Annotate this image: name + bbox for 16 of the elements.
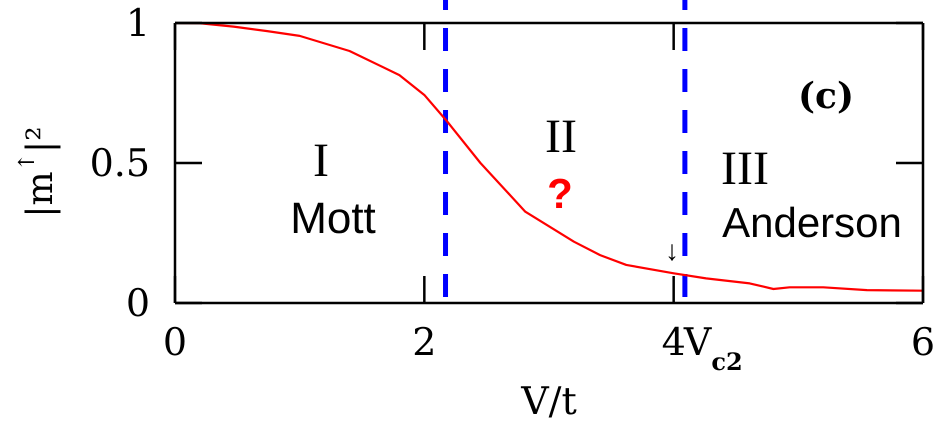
annotation: Mott	[290, 194, 376, 242]
y-tick-label: 0.5	[90, 141, 150, 185]
x-tick-label: 2	[412, 320, 436, 364]
annotation: I	[313, 134, 329, 186]
x-tick-label: 6	[910, 320, 936, 364]
annotation: II	[545, 110, 577, 162]
y-tick-label: 0	[126, 281, 150, 325]
annotation: ↓	[665, 234, 679, 266]
x-axis-title: V/t	[520, 379, 577, 423]
ref-line-label: V$_{c2}$	[682, 320, 743, 376]
annotation: (c)	[798, 75, 854, 117]
y-tick-label: 1	[126, 1, 150, 45]
x-tick-label: 0	[162, 320, 188, 364]
annotation: Anderson	[722, 198, 902, 246]
annotation: ?	[547, 170, 573, 216]
annotation: III	[721, 142, 769, 194]
